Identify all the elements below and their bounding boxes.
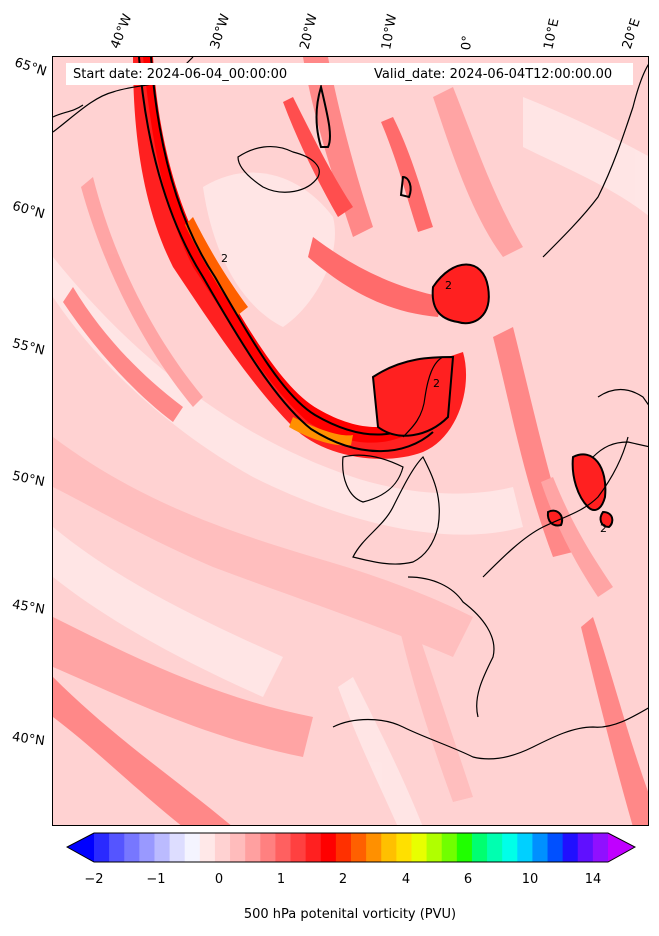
colorbar-tick: 14: [584, 872, 602, 887]
colorbar-tick: 6: [463, 872, 473, 887]
contour-labels: 2 2 2 2: [221, 252, 607, 535]
colorbar-cell: [109, 833, 125, 862]
colorbar-cell: [441, 833, 458, 862]
colorbar-cell: [532, 833, 549, 862]
colorbar-cell: [290, 833, 307, 862]
pv-field-svg: 2 2 2 2: [53, 57, 648, 825]
colorbar-tick: 4: [401, 872, 411, 887]
colorbar-tick: 1: [276, 872, 286, 887]
colorbar-tick: 0: [214, 872, 224, 887]
lat-label-45n: 45°N: [10, 597, 46, 618]
colorbar-cell: [124, 833, 140, 862]
lat-label-55n: 55°N: [10, 336, 47, 359]
lon-label-40w: 40°W: [108, 12, 136, 51]
colorbar-cell: [426, 833, 443, 862]
lat-label-60n: 60°N: [10, 198, 47, 223]
start-date: Start date: 2024-06-04_00:00:00: [73, 67, 288, 82]
colorbar-cell: [245, 833, 261, 862]
colorbar-cell: [411, 833, 428, 862]
colorbar-extend-high: [608, 833, 635, 862]
colorbar-cell: [396, 833, 412, 862]
pv-map: 2 2 2 2: [52, 56, 649, 826]
colorbar-cell: [547, 833, 564, 862]
colorbar-cell: [471, 833, 488, 862]
colorbar-cell: [214, 833, 231, 862]
valid-date: Valid_date: 2024-06-04T12:00:00.00: [374, 67, 613, 82]
contour-label: 2: [433, 377, 440, 390]
colorbar-cell: [351, 833, 367, 862]
lon-label-20e: 20°E: [619, 16, 644, 51]
lat-label-65n: 65°N: [12, 55, 49, 80]
lon-label-20w: 20°W: [297, 12, 321, 51]
colorbar-tick: −2: [84, 872, 104, 887]
pv-streaks: [53, 57, 648, 825]
colorbar: [66, 832, 636, 863]
colorbar-cell: [154, 833, 171, 862]
colorbar-tick: 2: [338, 872, 348, 887]
colorbar-tick: 10: [521, 872, 539, 887]
lon-label-10w: 10°W: [379, 13, 401, 52]
colorbar-label: 500 hPa potenital vorticity (PVU): [243, 907, 457, 922]
contour-label: 2: [221, 252, 228, 265]
lon-label-0: 0°: [459, 34, 476, 51]
colorbar-cell: [517, 833, 533, 862]
colorbar-cell: [199, 833, 216, 862]
jet-stream: [133, 57, 614, 529]
colorbar-cell: [320, 833, 337, 862]
colorbar-extend-low: [67, 833, 94, 862]
colorbar-cell: [184, 833, 201, 862]
lon-label-30w: 30°W: [207, 12, 234, 51]
colorbar-tick: −1: [146, 872, 166, 887]
colorbar-cell: [139, 833, 155, 862]
colorbar-cell: [562, 833, 579, 862]
colorbar-cell: [456, 833, 473, 862]
colorbar-cell: [592, 833, 609, 862]
contour-label: 2: [445, 279, 452, 292]
colorbar-cell: [169, 833, 186, 862]
colorbar-cell: [94, 833, 110, 862]
lon-label-10e: 10°E: [541, 17, 563, 52]
colorbar-cell: [335, 833, 352, 862]
colorbar-cell: [366, 833, 382, 862]
contour-label: 2: [600, 522, 607, 535]
colorbar-cell: [275, 833, 292, 862]
colorbar-cell: [487, 833, 503, 862]
colorbar-cell: [230, 833, 246, 862]
coastlines: [53, 57, 648, 760]
colorbar-cell: [502, 833, 518, 862]
info-box: [66, 63, 633, 85]
colorbar-cell: [260, 833, 276, 862]
lat-label-50n: 50°N: [10, 468, 46, 491]
colorbar-cell: [577, 833, 594, 862]
colorbar-cell: [381, 833, 397, 862]
lat-label-40n: 40°N: [11, 729, 46, 750]
colorbar-cell: [305, 833, 322, 862]
